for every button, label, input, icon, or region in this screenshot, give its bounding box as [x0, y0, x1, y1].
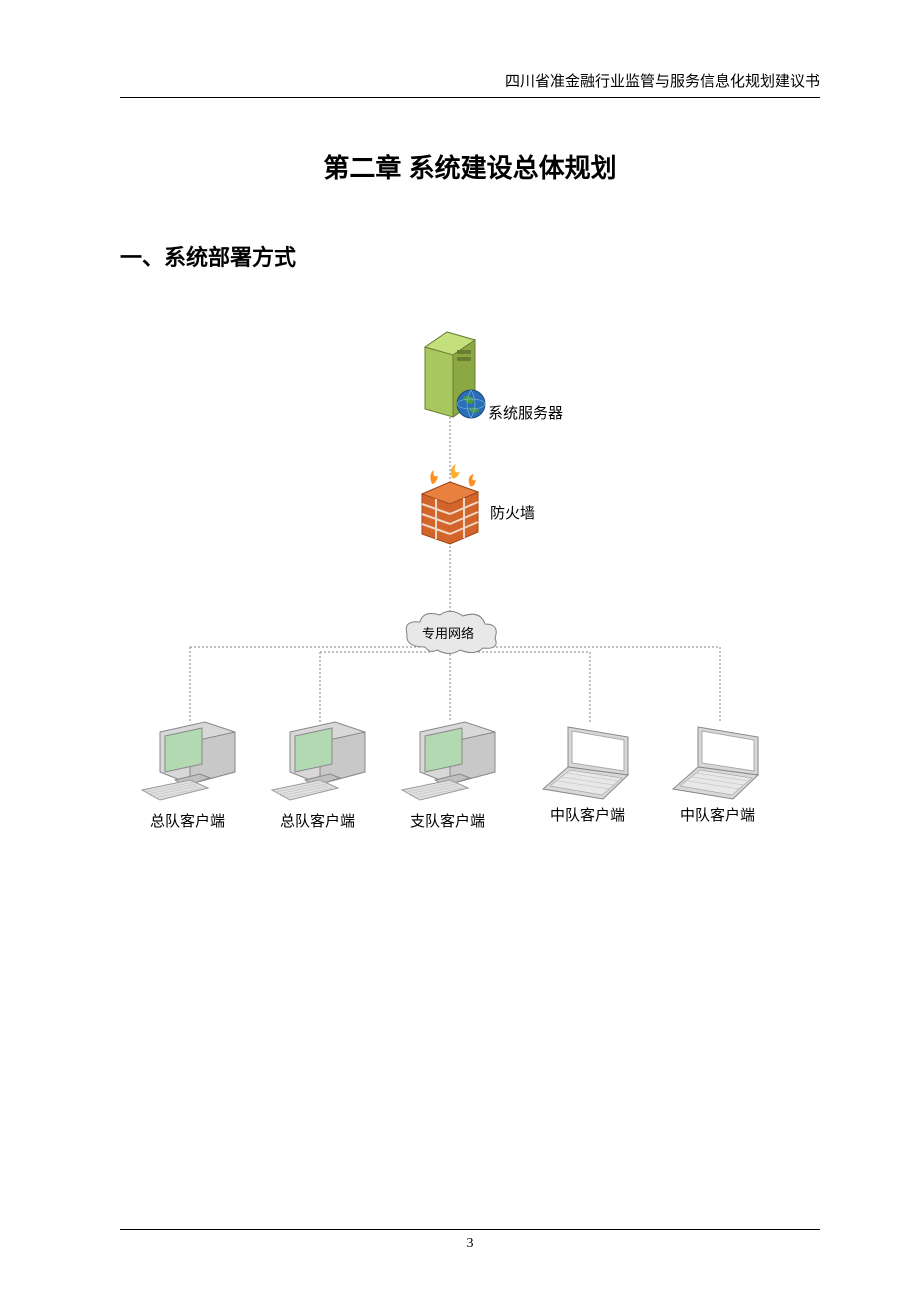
client3-label: 支队客户端 — [410, 810, 485, 831]
laptop-client-1-icon — [543, 727, 628, 799]
section-title: 一、系统部署方式 — [120, 240, 820, 272]
client4-label: 中队客户端 — [550, 804, 625, 825]
desktop-client-2-icon — [272, 722, 365, 800]
chapter-title: 第二章 系统建设总体规划 — [120, 148, 820, 185]
deployment-diagram: 系统服务器 防火墙 专用网络 总队客户端 总队客户端 支队客户端 中队客户端 中… — [130, 302, 830, 862]
client2-label: 总队客户端 — [280, 810, 355, 831]
server-label: 系统服务器 — [488, 402, 563, 423]
server-icon — [425, 332, 485, 418]
firewall-icon — [422, 464, 478, 544]
page-footer: 3 — [120, 1229, 820, 1252]
laptop-client-2-icon — [673, 727, 758, 799]
diagram-svg — [130, 302, 830, 862]
desktop-client-1-icon — [142, 722, 235, 800]
cloud-label: 专用网络 — [422, 623, 474, 642]
document-page: 四川省准金融行业监管与服务信息化规划建议书 第二章 系统建设总体规划 一、系统部… — [0, 0, 920, 1302]
firewall-label: 防火墙 — [490, 502, 535, 523]
document-header: 四川省准金融行业监管与服务信息化规划建议书 — [120, 70, 820, 98]
desktop-client-3-icon — [402, 722, 495, 800]
client1-label: 总队客户端 — [150, 810, 225, 831]
client5-label: 中队客户端 — [680, 804, 755, 825]
page-number: 3 — [467, 1236, 474, 1251]
